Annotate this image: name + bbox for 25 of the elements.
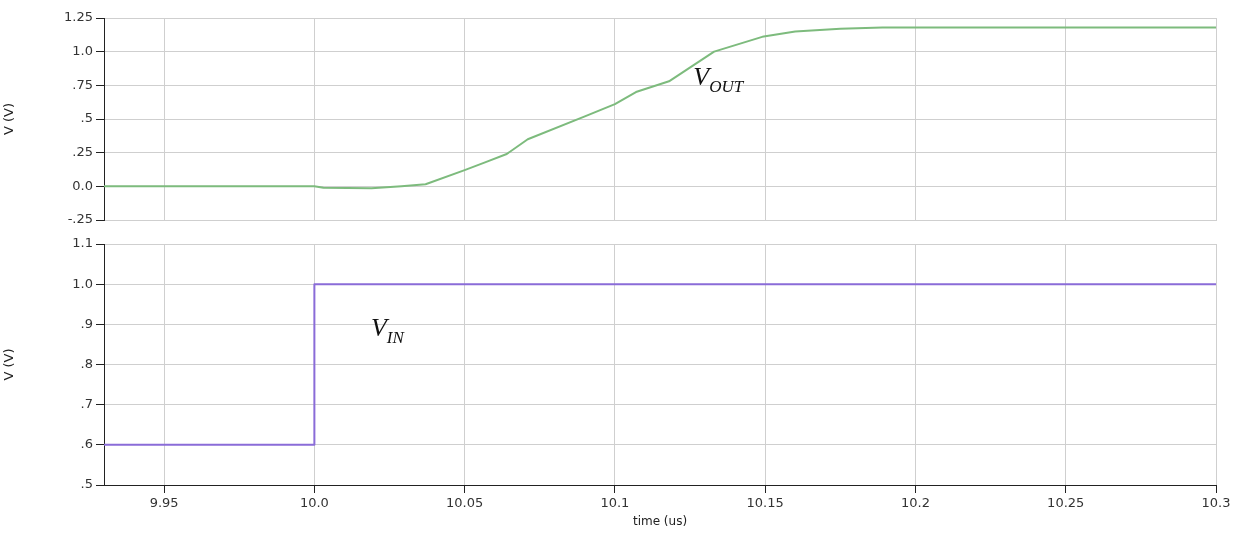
y-tick-label: 0.0 (72, 177, 93, 193)
x-tick-label: 10.05 (446, 495, 484, 511)
x-axis-title: time (us) (632, 513, 688, 528)
x-tick-label: 10.1 (600, 495, 630, 511)
x-tick-label: 10.0 (299, 495, 329, 511)
y-tick-label: .8 (80, 355, 93, 371)
x-tick-label: 9.95 (149, 495, 179, 511)
x-tick-label: 10.15 (746, 495, 784, 511)
y-tick-label: .25 (72, 144, 93, 160)
x-tick-label: 10.2 (900, 495, 930, 511)
y-tick-label: 1.1 (72, 235, 93, 251)
y-tick-label: .5 (80, 110, 93, 126)
y-tick-label: .6 (80, 436, 93, 452)
x-tick-label: 10.25 (1047, 495, 1085, 511)
y-axis-title: V (V) (1, 102, 17, 136)
y-tick-label: 1.25 (64, 9, 93, 25)
y-tick-label: 1.0 (72, 275, 93, 291)
y-tick-label: 1.0 (72, 43, 93, 59)
y-tick-label: .75 (72, 76, 93, 92)
x-tick-label: 10.3 (1201, 495, 1231, 511)
y-tick-label: -.25 (67, 211, 93, 227)
y-tick-label: .7 (80, 396, 93, 412)
y-tick-label: .5 (80, 476, 93, 492)
y-axis-title: V (V) (1, 348, 17, 381)
y-tick-label: .9 (80, 315, 93, 331)
